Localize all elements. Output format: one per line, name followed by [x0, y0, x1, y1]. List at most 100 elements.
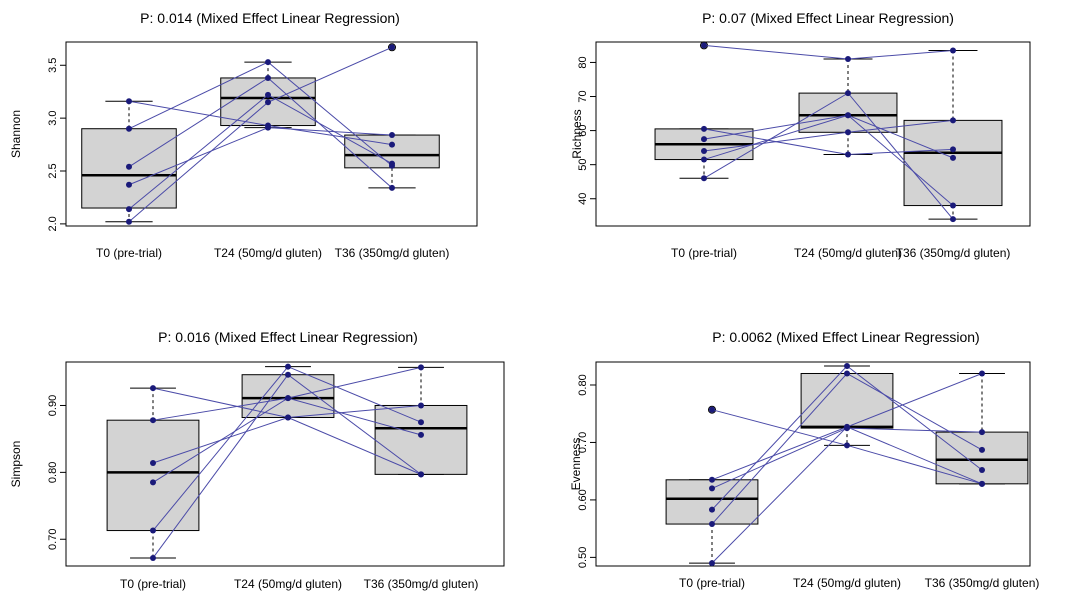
boxplot-chart: 0.50 0.60 0.70 0.80 Evenness T0 (pre-trial) T2… [569, 361, 1040, 590]
x-tick-label: T24 (50mg/d gluten) [793, 576, 901, 590]
subject-point [418, 402, 424, 409]
subject-point [701, 125, 707, 132]
subject-point [265, 99, 271, 106]
subject-point [285, 395, 291, 402]
x-tick-label: T0 (pre-trial) [671, 246, 737, 260]
subject-point [701, 136, 707, 143]
subject-point [150, 527, 156, 534]
chart-panel-richness: P: 0.07 (Mixed Effect Linear Regression)… [536, 0, 1072, 296]
chart-panel-evenness: P: 0.0062 (Mixed Effect Linear Regressio… [536, 296, 1072, 593]
y-tick-label: 0.70 [577, 432, 589, 453]
subject-point [150, 459, 156, 466]
subject-point [701, 156, 707, 163]
y-tick-label: 2.5 [47, 163, 59, 178]
box [374, 404, 468, 475]
subject-point [709, 485, 715, 492]
subject-point [950, 117, 956, 124]
x-tick-label: T0 (pre-trial) [120, 577, 186, 591]
x-tick-label: T24 (50mg/d gluten) [214, 246, 322, 260]
boxplot-chart: 40 50 60 70 80 Richness T0 (pre-trial) T24 (50m… [570, 41, 1031, 260]
subject-point [701, 175, 707, 182]
subject-point [979, 446, 985, 453]
subject-point [701, 42, 707, 49]
subject-point [285, 371, 291, 378]
subject-point [389, 44, 395, 51]
subject-point [126, 206, 132, 213]
subject-point [418, 471, 424, 478]
subject-point [126, 181, 132, 188]
subject-point [701, 148, 707, 155]
box [903, 119, 1003, 207]
y-tick-label: 0.80 [577, 374, 589, 395]
subject-point [265, 91, 271, 98]
subject-point [126, 218, 132, 225]
subject-point [389, 184, 395, 191]
subject-point [418, 419, 424, 426]
x-tick-label: T36 (350mg/d gluten) [364, 577, 479, 591]
box [106, 419, 200, 532]
subject-point [265, 122, 271, 129]
subject-point [389, 162, 395, 169]
subject-point [709, 560, 715, 567]
subject-point [126, 98, 132, 105]
chart-title: P: 0.07 (Mixed Effect Linear Regression) [702, 10, 954, 26]
y-tick-label: 0.60 [577, 489, 589, 510]
chart-panel-shannon: P: 0.014 (Mixed Effect Linear Regression… [0, 0, 536, 296]
y-tick-label: 40 [577, 193, 589, 205]
y-tick-label: 0.70 [47, 529, 59, 550]
x-tick-label: T0 (pre-trial) [679, 576, 745, 590]
y-axis-label: Evenness [569, 438, 583, 491]
subject-point [150, 385, 156, 392]
x-tick-label: T36 (350mg/d gluten) [925, 576, 1040, 590]
subject-point [418, 431, 424, 438]
subject-point [389, 132, 395, 139]
subject-point [845, 112, 851, 119]
y-axis-label: Simpson [9, 441, 23, 488]
y-tick-label: 60 [577, 124, 589, 136]
subject-point [844, 423, 850, 430]
subject-point [845, 56, 851, 63]
subject-point [845, 151, 851, 158]
y-tick-label: 3.0 [47, 110, 59, 125]
subject-point [126, 125, 132, 132]
y-axis-label: Richness [570, 109, 584, 158]
subject-point [950, 47, 956, 54]
boxplot-chart: 2.0 2.5 3.0 3.5 Shannon T0 (pre-trial) T24 (50… [9, 41, 478, 260]
subject-point [844, 442, 850, 449]
subject-point [979, 429, 985, 436]
subject-point [150, 479, 156, 486]
subject-point [844, 363, 850, 370]
y-tick-label: 0.90 [47, 395, 59, 416]
subject-point [126, 163, 132, 170]
subject-point [709, 476, 715, 483]
subject-point [950, 216, 956, 223]
y-tick-label: 2.0 [47, 216, 59, 231]
subject-point [285, 363, 291, 370]
subject-point [285, 414, 291, 421]
subject-point [950, 202, 956, 209]
subject-point [265, 59, 271, 66]
subject-point [418, 364, 424, 371]
chart-title: P: 0.0062 (Mixed Effect Linear Regressio… [712, 329, 980, 345]
y-axis-label: Shannon [9, 110, 23, 158]
chart-title: P: 0.014 (Mixed Effect Linear Regression… [140, 10, 400, 26]
x-tick-label: T36 (350mg/d gluten) [335, 246, 450, 260]
subject-point [979, 370, 985, 377]
x-tick-label: T36 (350mg/d gluten) [896, 246, 1011, 260]
subject-point [389, 141, 395, 148]
y-tick-label: 0.80 [47, 462, 59, 483]
subject-point [950, 154, 956, 161]
y-tick-label: 80 [577, 56, 589, 68]
y-tick-label: 70 [577, 90, 589, 102]
subject-point [709, 406, 715, 413]
subject-point [150, 417, 156, 424]
outlier-point [708, 405, 716, 414]
x-tick-label: T0 (pre-trial) [96, 246, 162, 260]
x-tick-label: T24 (50mg/d gluten) [794, 246, 902, 260]
y-tick-label: 50 [577, 159, 589, 171]
subject-point [150, 554, 156, 561]
subject-point [265, 74, 271, 81]
subject-point [709, 506, 715, 513]
subject-point [950, 146, 956, 153]
y-tick-label: 0.50 [577, 547, 589, 568]
